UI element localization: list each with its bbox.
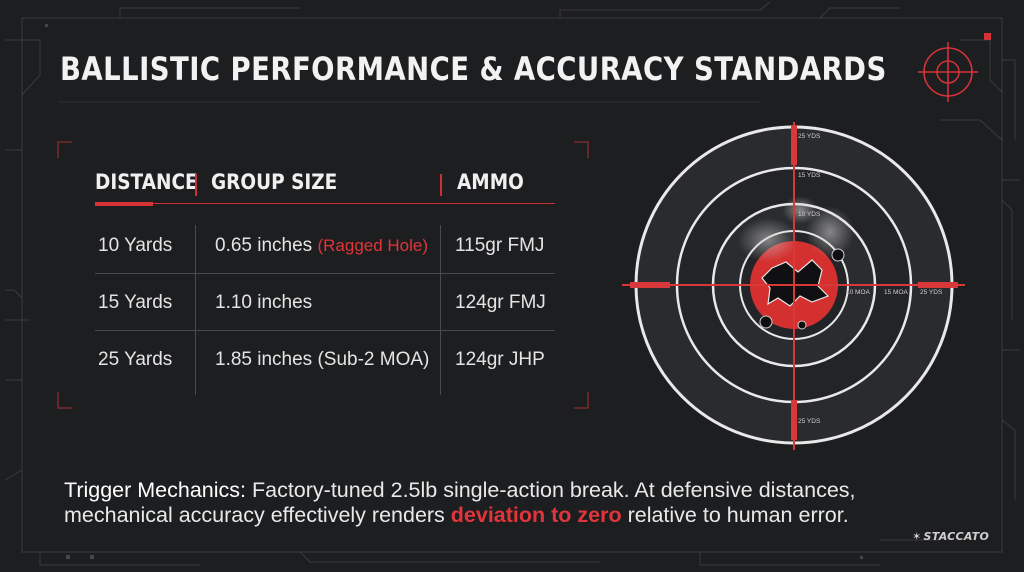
table-cell-distance: 10 Yards [98, 235, 173, 256]
target-label-right-mid: 15 MOA [884, 289, 908, 296]
table-cell-group: 1.10 inches [215, 292, 313, 313]
row-divider [95, 330, 555, 331]
header-underline [95, 203, 555, 204]
target-label-top-mid: 15 YDS [798, 172, 821, 179]
crosshair-icon [918, 42, 978, 102]
table-cell-ammo: 115gr FMJ [455, 235, 545, 256]
trigger-mechanics-text: Trigger Mechanics: Factory-tuned 2.5lb s… [64, 478, 856, 527]
page-title: BALLISTIC PERFORMANCE & ACCURACY STANDAR… [60, 50, 887, 88]
table-cell-group: 0.65 inches (Ragged Hole) [215, 235, 429, 256]
target-label-top-inner: 10 YDS [798, 211, 821, 218]
target-label-right-inner: 10 MOA [846, 289, 870, 296]
header-divider [440, 174, 442, 196]
header-ammo: AMMO [457, 170, 524, 194]
target-label-bottom-outer: 25 YDS [798, 418, 821, 425]
row-divider [95, 273, 555, 274]
target-label-top-outer: 25 YDS [798, 133, 821, 140]
ragged-hole-note: (Ragged Hole) [317, 236, 429, 255]
trigger-label: Trigger Mechanics: [64, 478, 247, 502]
star-icon: ✶ [912, 530, 922, 543]
table-cell-ammo: 124gr FMJ [455, 292, 546, 313]
header-group-size: GROUP SIZE [211, 170, 338, 194]
trigger-highlight: deviation to zero [450, 503, 622, 527]
table-cell-distance: 25 Yards [98, 349, 173, 370]
brand-logo: ✶ STACCATO [912, 530, 990, 543]
table-cell-distance: 15 Yards [98, 292, 173, 313]
target-label-right-outer: 25 YDS [920, 289, 943, 296]
column-divider [440, 225, 441, 395]
column-divider [195, 225, 196, 395]
table-cell-group: 1.85 inches (Sub-2 MOA) [215, 349, 430, 370]
header-distance: DISTANCE [95, 170, 198, 194]
header-divider [195, 174, 197, 196]
header-underline-accent [95, 202, 153, 206]
table-cell-ammo: 124gr JHP [455, 349, 545, 370]
